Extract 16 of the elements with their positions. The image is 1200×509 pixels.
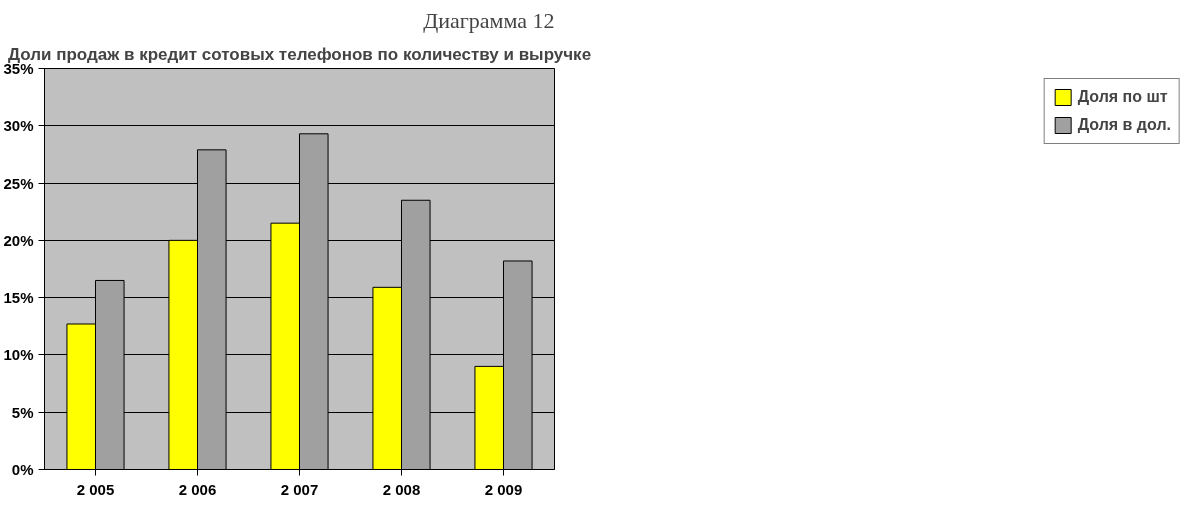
chart-title: Доли продаж в кредит сотовых телефонов по количеству и выручке [7,44,592,64]
x-tick-label: 2 007 [280,480,319,498]
y-tick-label: 25% [3,174,34,192]
y-tick-label: 10% [3,346,34,364]
x-tick-label: 2 008 [382,480,421,498]
y-tick-label: 5% [11,403,34,421]
x-tick-label: 2 006 [178,480,217,498]
x-tick-label: 2 005 [76,480,115,498]
x-tick-label: 2 009 [484,480,523,498]
y-tick-label: 15% [3,289,34,307]
y-tick-label: 0% [11,461,34,478]
y-tick-label: 30% [3,117,34,135]
legend-label: Доля в дол. [1077,116,1171,134]
legend-label: Доля по шт [1077,88,1168,106]
y-tick-label: 20% [3,231,34,249]
text: Диаграмма 12 [423,7,555,33]
